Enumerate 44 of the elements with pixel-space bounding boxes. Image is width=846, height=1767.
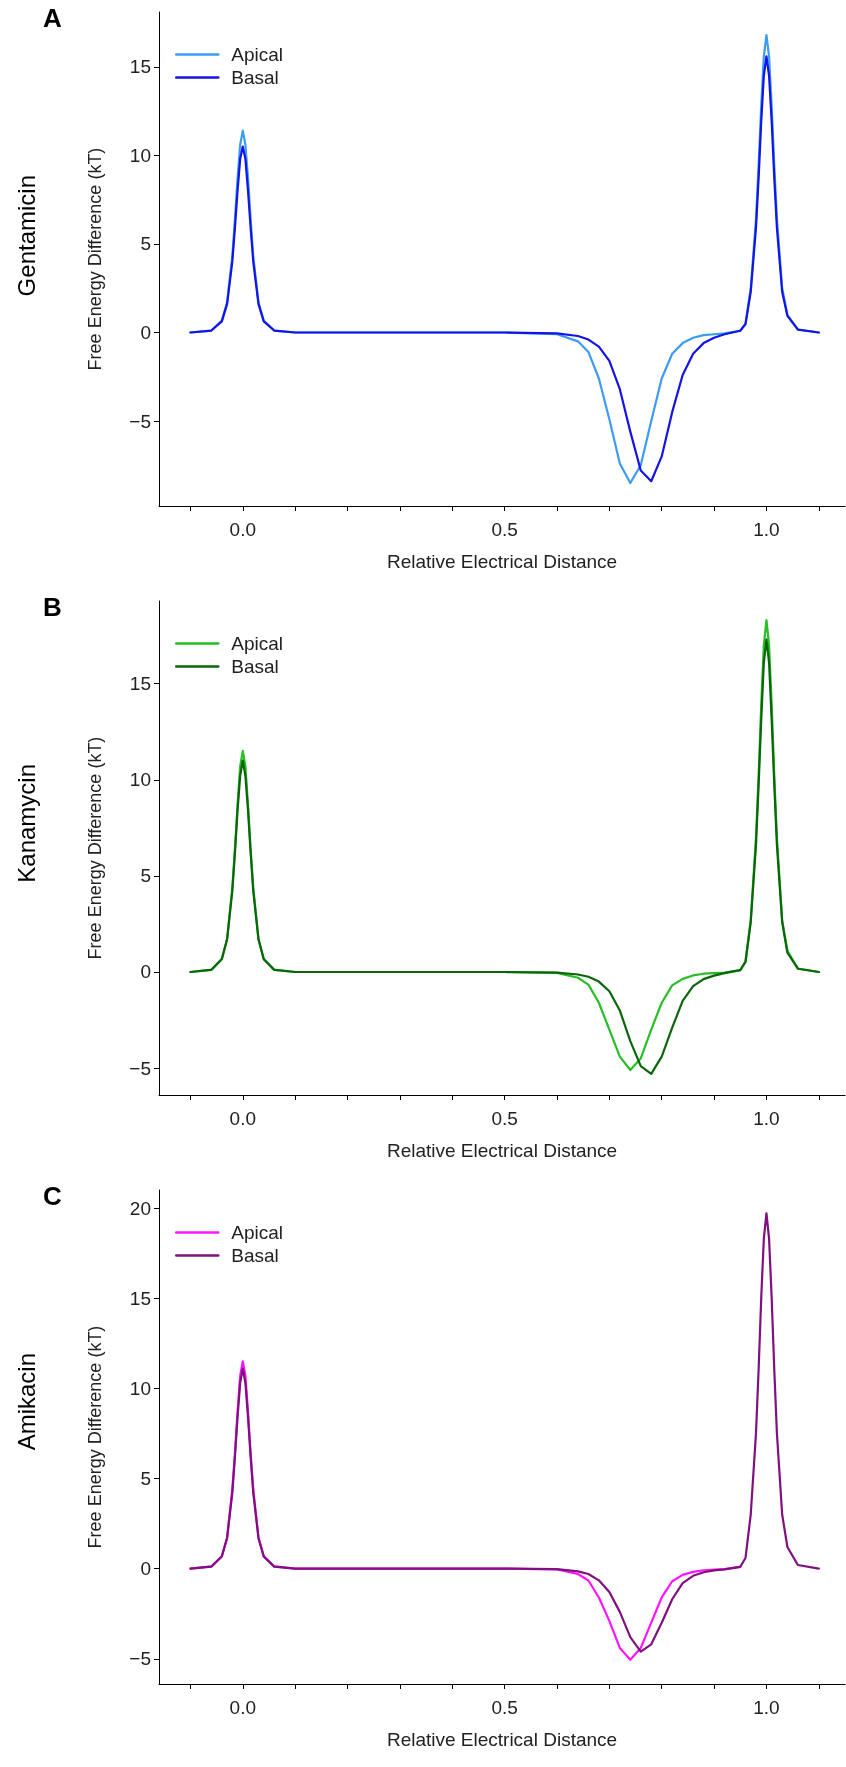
x-tick-label: 0.5 xyxy=(491,1697,518,1718)
y-tick-label: 15 xyxy=(129,1287,151,1309)
legend-label: Apical xyxy=(231,633,283,654)
y-axis-title: Free Energy Difference (kT) xyxy=(85,147,105,371)
legend-label: Basal xyxy=(231,656,279,677)
text: Gentamicin xyxy=(12,174,40,297)
legend-label: Basal xyxy=(231,67,279,88)
y-tick-label: 0 xyxy=(140,1558,151,1580)
x-tick-label: 1.0 xyxy=(753,519,780,540)
y-tick-label: 15 xyxy=(129,56,151,78)
x-axis-title: Relative Electrical Distance xyxy=(386,551,618,572)
x-tick-label: 0.5 xyxy=(491,519,518,540)
y-tick-label: 10 xyxy=(129,1377,151,1399)
legend-label: Apical xyxy=(231,44,283,65)
legend-label: Basal xyxy=(231,1245,279,1266)
x-tick-label: 0.0 xyxy=(229,519,256,540)
y-tick-label: 5 xyxy=(140,233,151,255)
text: Kanamycin xyxy=(12,763,40,883)
y-tick-label: −5 xyxy=(129,410,151,432)
y-tick-label: 5 xyxy=(140,865,151,887)
y-tick-label: 5 xyxy=(140,1467,151,1489)
text: Amikacin xyxy=(12,1353,40,1451)
line-series xyxy=(189,1212,820,1653)
x-tick-label: 0.5 xyxy=(491,1108,518,1129)
y-axis-title: Free Energy Difference (kT) xyxy=(85,1325,105,1549)
chart-title: C xyxy=(43,1181,62,1211)
x-tick-label: 0.0 xyxy=(229,1697,256,1718)
x-tick-label: 0.0 xyxy=(229,1108,256,1129)
y-tick-label: −5 xyxy=(129,1648,151,1670)
x-tick-label: 1.0 xyxy=(753,1108,780,1129)
y-tick-label: 20 xyxy=(129,1197,151,1219)
x-axis-title: Relative Electrical Distance xyxy=(386,1729,618,1750)
x-tick-label: 1.0 xyxy=(753,1697,780,1718)
x-axis-title: Relative Electrical Distance xyxy=(386,1140,618,1161)
legend-label: Apical xyxy=(231,1222,283,1243)
y-tick-label: 15 xyxy=(129,673,151,695)
chart-title: A xyxy=(43,3,62,33)
chart-title: B xyxy=(43,592,62,622)
y-axis-title: Free Energy Difference (kT) xyxy=(85,736,105,960)
y-tick-label: 10 xyxy=(129,144,151,166)
y-tick-label: 0 xyxy=(140,961,151,983)
y-tick-label: −5 xyxy=(129,1057,151,1079)
y-tick-label: 0 xyxy=(140,321,151,343)
y-tick-label: 10 xyxy=(129,769,151,791)
